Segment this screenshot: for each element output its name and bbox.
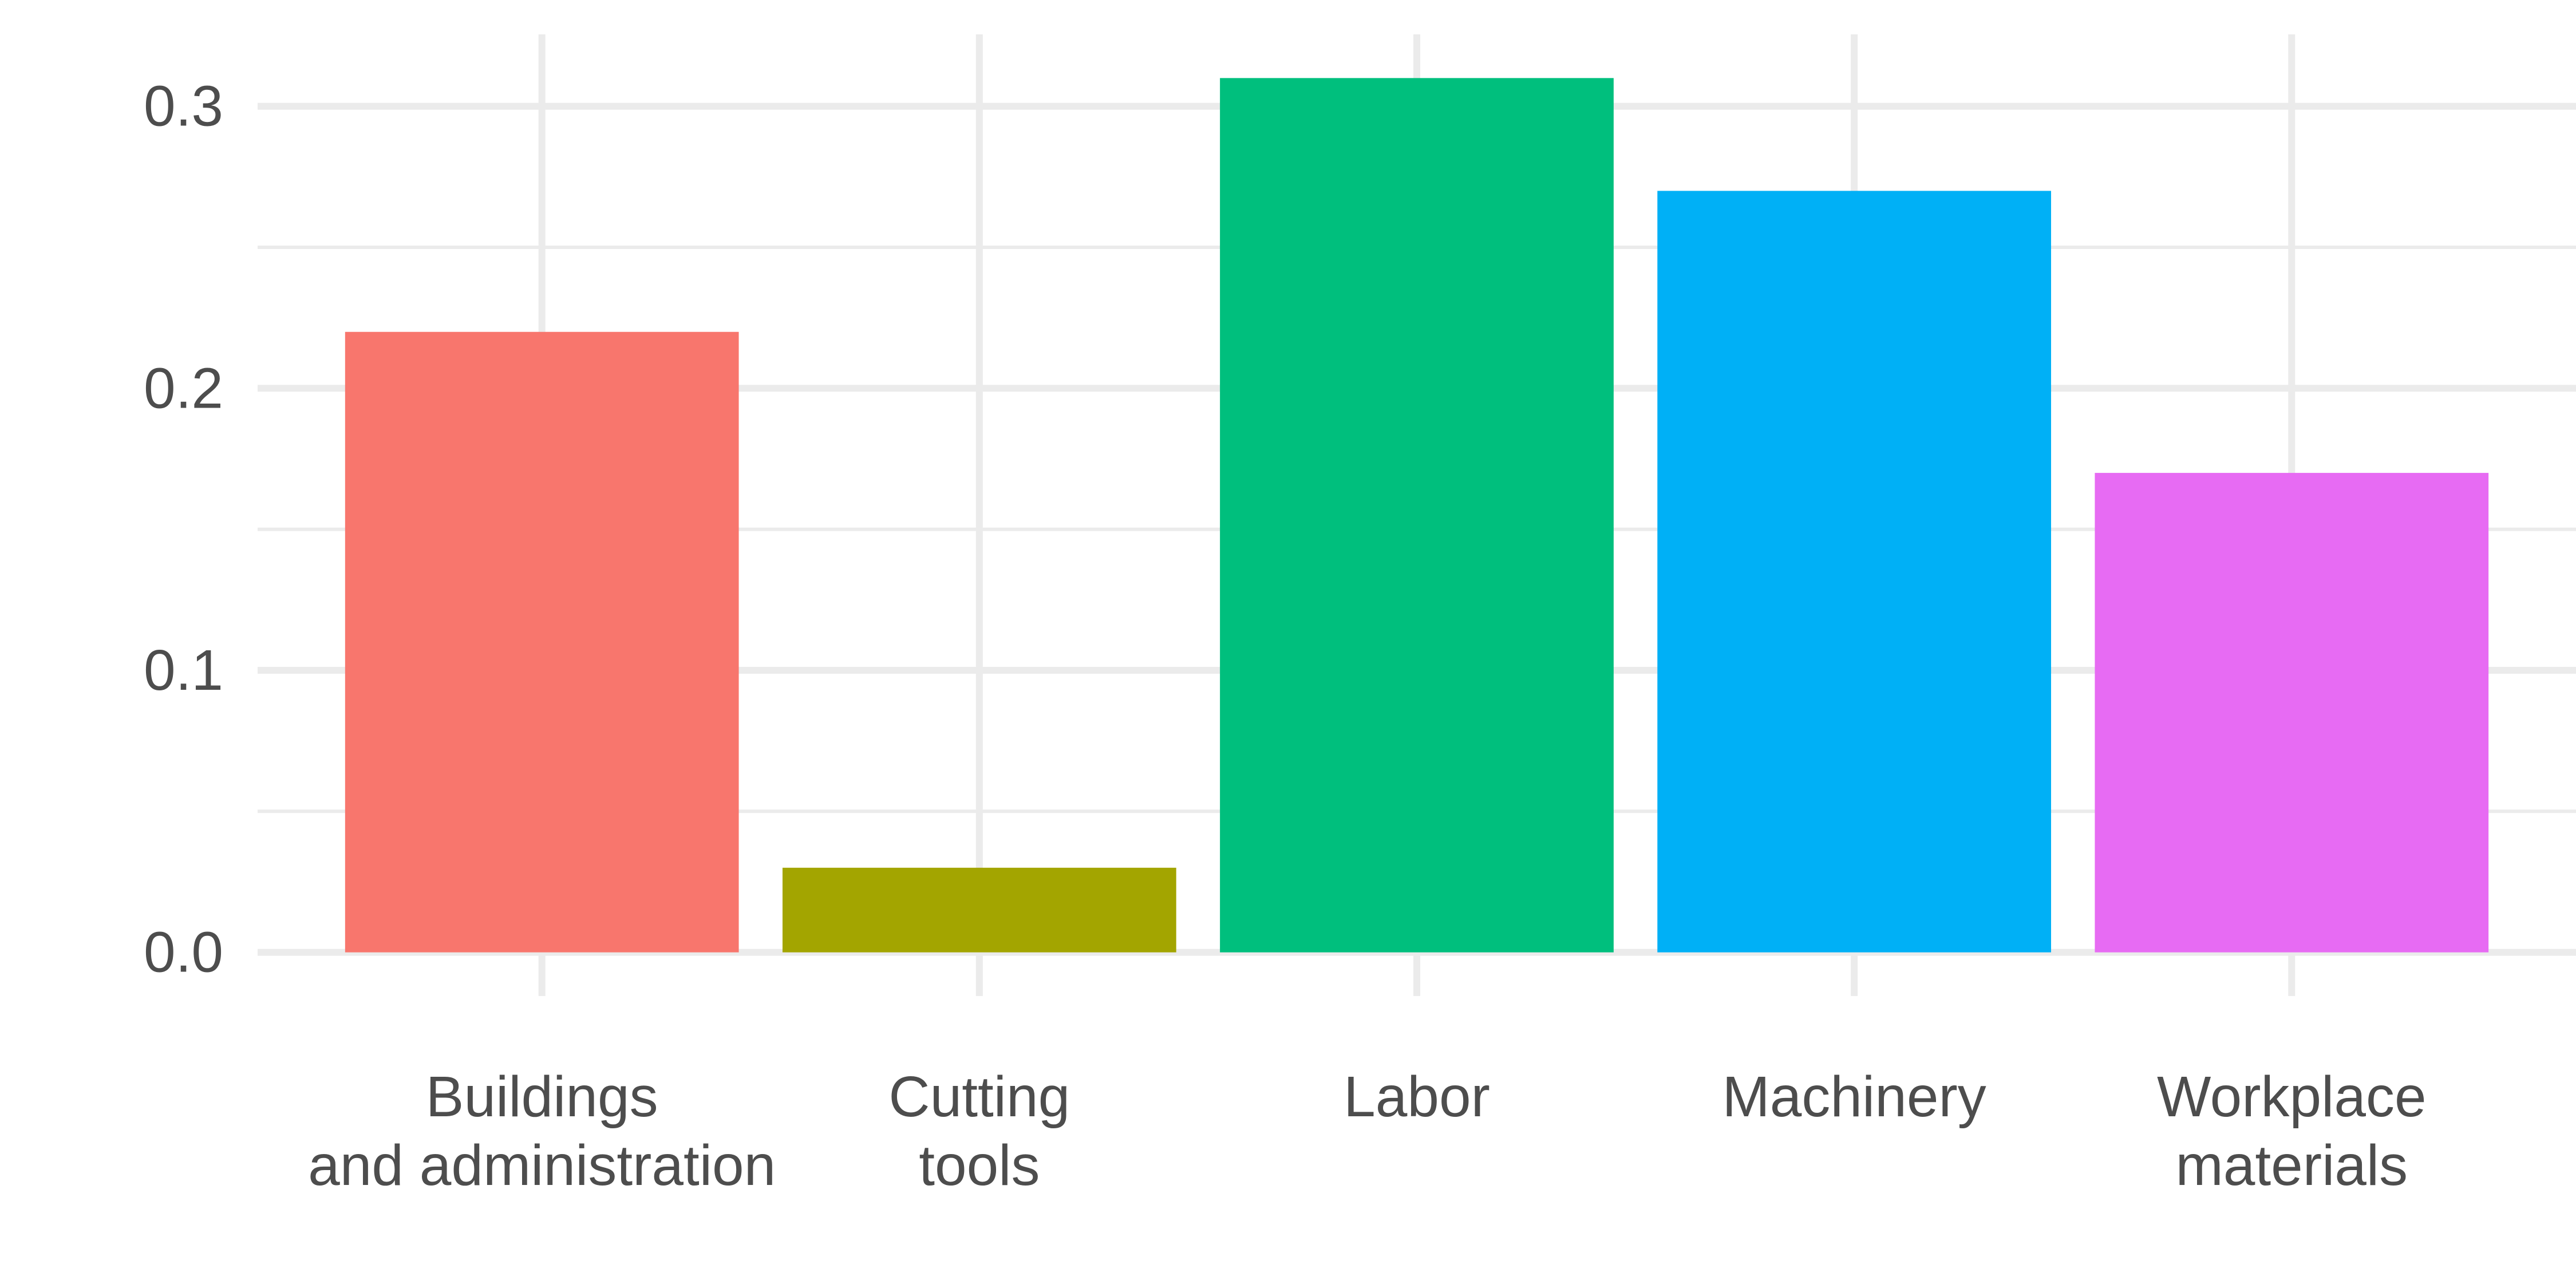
x-tick-label: Cutting tools <box>888 1065 1070 1198</box>
y-tick-label: 0.3 <box>144 74 223 139</box>
bar-machinery <box>1657 191 2052 953</box>
x-tick-label-line: materials <box>2175 1133 2408 1198</box>
x-axis-tick-labels: Buildings and administration Cutting tools L… <box>308 1065 2426 1198</box>
x-tick-label-line: tools <box>919 1133 1040 1198</box>
x-tick-label: Workplace materials <box>2157 1065 2427 1198</box>
y-tick-label: 0.2 <box>144 356 223 420</box>
bar-labor <box>1220 78 1614 953</box>
y-axis-tick-labels: 0.0 0.1 0.2 0.3 <box>144 74 223 985</box>
y-tick-label: 0.1 <box>144 638 223 702</box>
x-tick-label-line: Machinery <box>1722 1065 1986 1129</box>
x-tick-label: Machinery <box>1722 1065 1986 1129</box>
bar-workplace-materials <box>2095 473 2489 953</box>
bar-buildings-and-administration <box>345 331 739 953</box>
x-tick-label-line: Buildings <box>426 1065 658 1129</box>
y-tick-label: 0.0 <box>144 920 223 985</box>
bar-cutting-tools <box>782 867 1176 953</box>
x-tick-label-line: Cutting <box>888 1065 1070 1129</box>
x-tick-label-line: Labor <box>1344 1065 1490 1129</box>
x-tick-label-line: and administration <box>308 1133 776 1198</box>
x-tick-label: Labor <box>1344 1065 1490 1129</box>
x-tick-label: Buildings and administration <box>308 1065 776 1198</box>
x-tick-label-line: Workplace <box>2157 1065 2427 1129</box>
bars <box>345 78 2489 953</box>
